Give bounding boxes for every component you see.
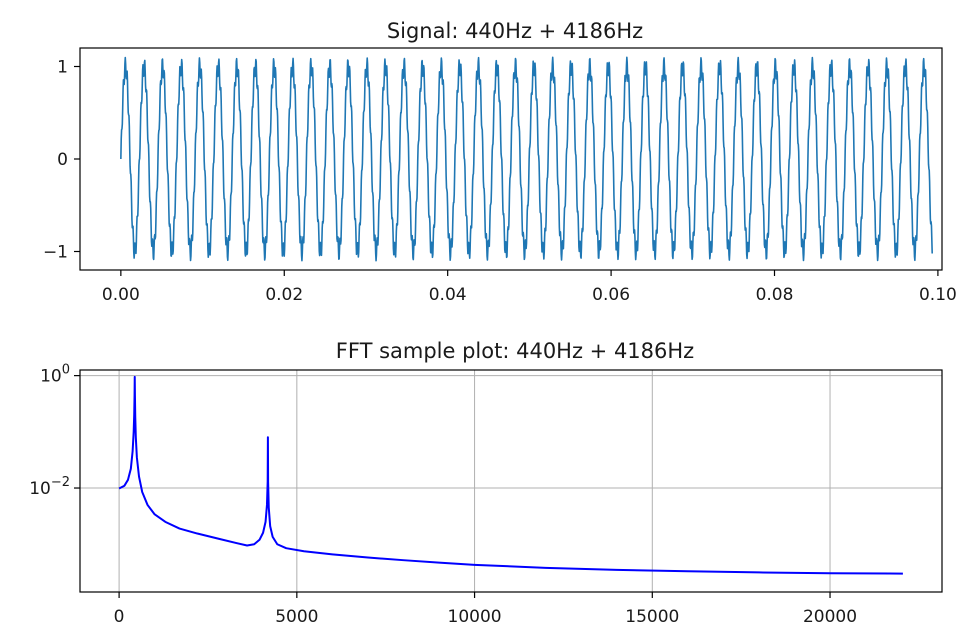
fft-plot-frame (79, 369, 943, 593)
fft-y-tick-label: 10−2 (29, 475, 70, 499)
fft-series-line (118, 375, 903, 575)
signal-series-line (120, 56, 933, 262)
fft-x-tick-label: 0 (114, 607, 125, 627)
signal-x-tick-label: 0.06 (592, 285, 630, 305)
signal-plot: Signal: 440Hz + 4186Hz 0.00 0.02 0.04 0.06 0… (43, 19, 957, 305)
fft-plot: FFT sample plot: 440Hz + 4186Hz 0 5000 100… (29, 339, 943, 627)
signal-y-tick-label: 1 (57, 58, 68, 78)
signal-x-tick-label: 0.02 (265, 285, 303, 305)
signal-x-tick-label: 0.10 (919, 285, 957, 305)
fft-x-tick-label: 5000 (275, 607, 318, 627)
signal-plot-title: Signal: 440Hz + 4186Hz (387, 19, 643, 43)
fft-x-tick-label: 10000 (448, 607, 502, 627)
signal-x-tick-label: 0.00 (102, 285, 140, 305)
fft-x-tick-label: 20000 (803, 607, 857, 627)
fft-plot-title: FFT sample plot: 440Hz + 4186Hz (336, 339, 694, 363)
signal-y-tick-label: 0 (57, 150, 68, 170)
fft-y-tick-label: 100 (40, 363, 70, 387)
signal-plot-frame (79, 47, 943, 271)
signal-x-tick-label: 0.08 (756, 285, 794, 305)
signal-x-tick-label: 0.04 (429, 285, 467, 305)
signal-y-tick-label: −1 (43, 243, 68, 263)
fft-x-tick-label: 15000 (625, 607, 679, 627)
